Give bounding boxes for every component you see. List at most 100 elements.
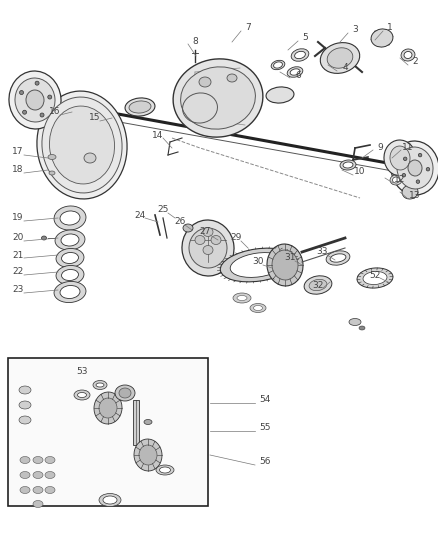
Text: 7: 7 (245, 23, 251, 33)
Ellipse shape (220, 248, 296, 282)
Text: 19: 19 (12, 214, 24, 222)
Text: 18: 18 (12, 166, 24, 174)
Ellipse shape (309, 279, 327, 290)
Ellipse shape (250, 303, 266, 312)
Text: 5: 5 (302, 34, 308, 43)
Text: 12: 12 (394, 175, 406, 184)
Text: 13: 13 (409, 191, 421, 200)
Text: 14: 14 (152, 131, 164, 140)
Ellipse shape (37, 91, 127, 199)
Text: 54: 54 (259, 395, 271, 405)
Ellipse shape (45, 487, 55, 494)
Ellipse shape (320, 43, 360, 74)
Ellipse shape (49, 106, 115, 184)
Ellipse shape (418, 154, 422, 157)
Text: 21: 21 (12, 251, 24, 260)
Text: 6: 6 (295, 70, 301, 79)
Text: 22: 22 (12, 268, 24, 277)
Ellipse shape (19, 401, 31, 409)
Ellipse shape (42, 97, 122, 193)
Text: 24: 24 (134, 211, 145, 220)
Ellipse shape (134, 439, 162, 471)
Ellipse shape (233, 293, 251, 303)
Text: 31: 31 (284, 254, 296, 262)
Ellipse shape (290, 69, 300, 75)
Ellipse shape (343, 162, 353, 168)
Ellipse shape (159, 467, 170, 473)
Ellipse shape (403, 157, 407, 160)
Ellipse shape (48, 95, 52, 99)
Ellipse shape (20, 472, 30, 479)
Text: 52: 52 (369, 271, 381, 279)
Ellipse shape (45, 456, 55, 464)
Text: 15: 15 (89, 114, 101, 123)
Ellipse shape (20, 456, 30, 464)
Ellipse shape (359, 326, 365, 330)
Ellipse shape (93, 381, 107, 390)
Ellipse shape (61, 253, 78, 263)
Ellipse shape (40, 113, 44, 117)
Bar (133, 400, 139, 445)
Ellipse shape (274, 62, 283, 68)
Ellipse shape (33, 487, 43, 494)
Ellipse shape (33, 456, 43, 464)
Ellipse shape (61, 270, 78, 280)
Ellipse shape (237, 295, 247, 301)
Ellipse shape (189, 228, 227, 268)
Ellipse shape (211, 236, 221, 245)
Ellipse shape (349, 319, 361, 326)
Text: 23: 23 (12, 286, 24, 295)
Ellipse shape (99, 398, 117, 418)
Ellipse shape (391, 141, 438, 195)
Ellipse shape (272, 250, 298, 280)
Ellipse shape (182, 220, 234, 276)
Ellipse shape (23, 110, 27, 114)
Ellipse shape (404, 52, 412, 59)
Ellipse shape (54, 281, 86, 303)
Text: 4: 4 (342, 63, 348, 72)
Ellipse shape (74, 390, 90, 400)
Ellipse shape (35, 81, 39, 85)
Ellipse shape (327, 48, 353, 68)
Ellipse shape (173, 59, 263, 137)
Ellipse shape (384, 140, 416, 176)
Ellipse shape (390, 175, 402, 185)
Text: 8: 8 (192, 37, 198, 46)
Ellipse shape (340, 160, 356, 170)
Ellipse shape (363, 271, 387, 285)
Text: 56: 56 (259, 457, 271, 466)
Text: 26: 26 (174, 217, 186, 227)
Text: 16: 16 (49, 108, 61, 117)
Ellipse shape (139, 445, 157, 465)
Ellipse shape (227, 74, 237, 82)
Ellipse shape (45, 472, 55, 479)
Text: 32: 32 (312, 280, 324, 289)
Ellipse shape (55, 230, 85, 250)
Ellipse shape (295, 51, 305, 59)
Ellipse shape (304, 276, 332, 294)
Ellipse shape (103, 496, 117, 504)
Ellipse shape (19, 386, 31, 394)
Ellipse shape (33, 500, 43, 507)
Ellipse shape (402, 173, 406, 177)
Ellipse shape (291, 49, 309, 61)
Ellipse shape (390, 146, 410, 170)
Text: 29: 29 (230, 233, 242, 243)
Ellipse shape (195, 236, 205, 245)
Ellipse shape (287, 67, 303, 77)
Ellipse shape (156, 465, 174, 475)
Ellipse shape (357, 268, 393, 288)
Ellipse shape (99, 494, 121, 506)
Ellipse shape (271, 60, 285, 70)
Ellipse shape (266, 87, 294, 103)
Ellipse shape (371, 29, 393, 47)
Ellipse shape (78, 392, 86, 398)
Ellipse shape (20, 487, 30, 494)
Ellipse shape (84, 153, 96, 163)
Ellipse shape (60, 286, 80, 298)
Ellipse shape (33, 472, 43, 479)
Ellipse shape (61, 234, 79, 246)
Ellipse shape (26, 90, 44, 110)
Text: 33: 33 (316, 247, 328, 256)
Ellipse shape (402, 185, 418, 199)
